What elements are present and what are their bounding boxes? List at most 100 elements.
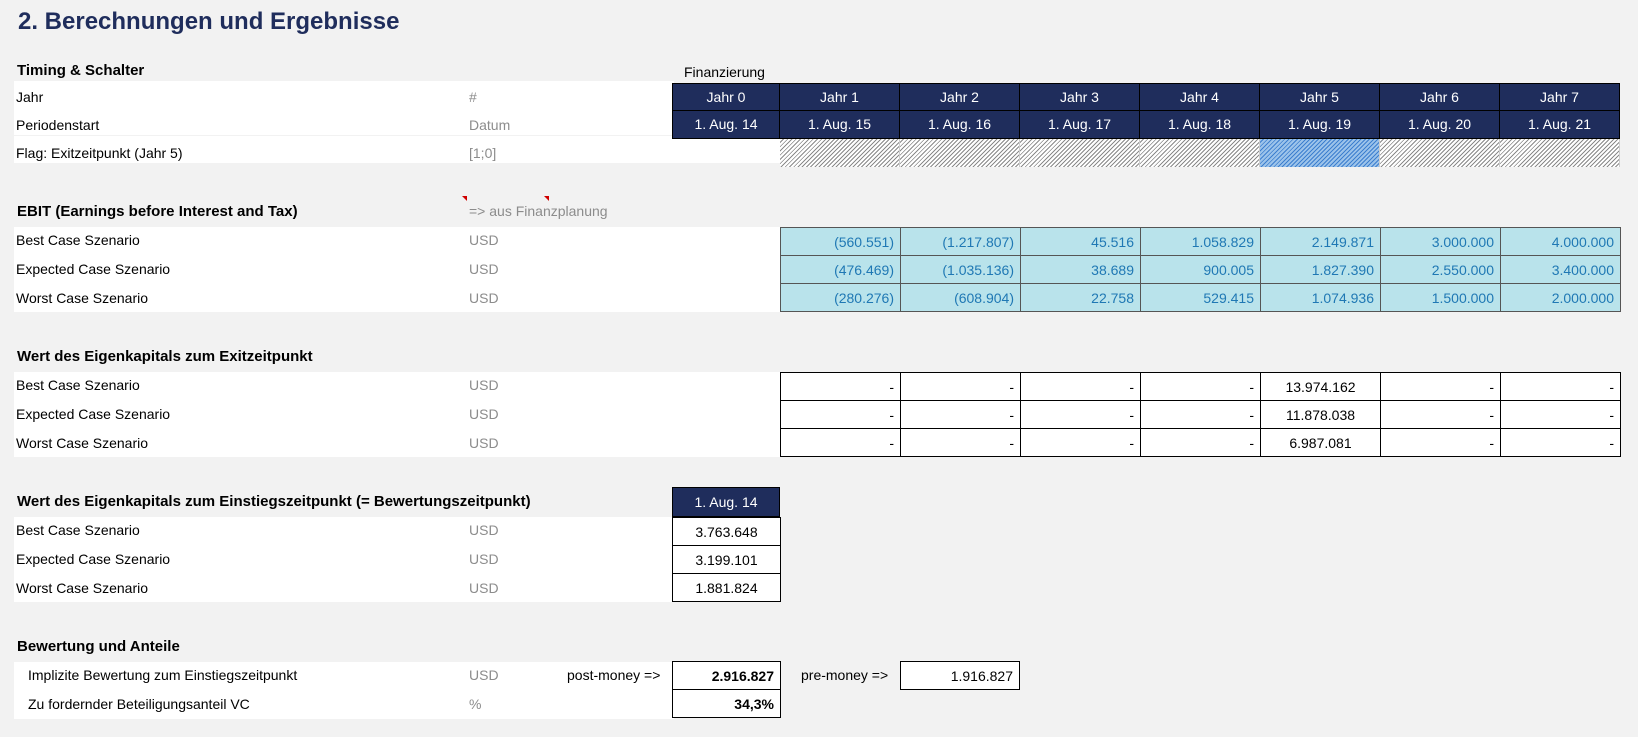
exit-expected-cell-1[interactable]: - [780,400,901,429]
exit-unit-best: USD [469,377,499,393]
section-timing-title: Timing & Schalter [17,62,145,79]
vc-share-label: Zu fordernder Beteiligungsanteil VC [28,696,250,712]
year-header-3[interactable]: Jahr 3 [1020,83,1140,111]
date-header-5[interactable]: 1. Aug. 19 [1260,111,1380,139]
comment-indicator-icon[interactable] [462,196,467,201]
exit-flag-cell-1[interactable] [780,139,900,167]
year-header-1[interactable]: Jahr 1 [780,83,900,111]
row-label-jahr: Jahr [16,89,44,105]
exit-expected-cell-2[interactable]: - [900,400,1021,429]
entry-label-expected: Expected Case Szenario [16,551,171,567]
exit-best-cell-3[interactable]: - [1020,372,1141,401]
vc-share-unit: % [469,696,482,712]
pre-money-label: pre-money => [801,667,889,683]
exit-flag-cell-6[interactable] [1380,139,1500,167]
entry-date-header[interactable]: 1. Aug. 14 [672,487,780,517]
row-band [14,227,780,312]
exit-worst-cell-4[interactable]: - [1140,428,1261,457]
finanzierung-label: Finanzierung [684,64,765,80]
entry-expected-cell[interactable]: 3.199.101 [672,545,781,574]
ebit-best-cell-5[interactable]: 2.149.871 [1260,227,1381,256]
row-unit-exit-flag: [1;0] [469,145,497,161]
entry-unit-worst: USD [469,580,499,596]
ebit-best-cell-7[interactable]: 4.000.000 [1500,227,1621,256]
ebit-best-cell-4[interactable]: 1.058.829 [1140,227,1261,256]
row-label-periodenstart: Periodenstart [16,117,100,133]
section-valuation-title: Bewertung und Anteile [17,638,180,655]
ebit-worst-cell-7[interactable]: 2.000.000 [1500,283,1621,312]
date-header-4[interactable]: 1. Aug. 18 [1140,111,1260,139]
exit-best-cell-6[interactable]: - [1380,372,1501,401]
exit-flag-cell-4[interactable] [1140,139,1260,167]
exit-best-cell-1[interactable]: - [780,372,901,401]
ebit-expected-cell-2[interactable]: (1.035.136) [900,255,1021,284]
page-title: 2. Berechnungen und Ergebnisse [18,8,400,35]
section-ebit-title: EBIT (Earnings before Interest and Tax) [17,203,298,220]
year-header-5[interactable]: Jahr 5 [1260,83,1380,111]
comment-indicator-icon[interactable] [544,196,549,201]
ebit-worst-cell-3[interactable]: 22.758 [1020,283,1141,312]
year-header-7[interactable]: Jahr 7 [1500,83,1620,111]
year-header-6[interactable]: Jahr 6 [1380,83,1500,111]
ebit-label-worst: Worst Case Szenario [16,290,149,306]
implied-valuation-label: Implizite Bewertung zum Einstiegszeitpun… [28,667,298,683]
ebit-best-cell-3[interactable]: 45.516 [1020,227,1141,256]
ebit-best-cell-1[interactable]: (560.551) [780,227,901,256]
row-band [14,517,674,602]
post-money-value[interactable]: 2.916.827 [672,661,781,690]
vc-share-value[interactable]: 34,3% [672,689,781,718]
ebit-worst-cell-6[interactable]: 1.500.000 [1380,283,1501,312]
exit-flag-cell-2[interactable] [900,139,1020,167]
exit-expected-cell-6[interactable]: - [1380,400,1501,429]
ebit-expected-cell-4[interactable]: 900.005 [1140,255,1261,284]
ebit-best-cell-6[interactable]: 3.000.000 [1380,227,1501,256]
entry-worst-cell[interactable]: 1.881.824 [672,573,781,602]
exit-unit-expected: USD [469,406,499,422]
exit-expected-cell-5[interactable]: 11.878.038 [1260,400,1381,429]
ebit-expected-cell-3[interactable]: 38.689 [1020,255,1141,284]
exit-worst-cell-1[interactable]: - [780,428,901,457]
date-header-1[interactable]: 1. Aug. 15 [780,111,900,139]
exit-best-cell-4[interactable]: - [1140,372,1261,401]
entry-best-cell[interactable]: 3.763.648 [672,517,781,546]
exit-worst-cell-5[interactable]: 6.987.081 [1260,428,1381,457]
ebit-expected-cell-6[interactable]: 2.550.000 [1380,255,1501,284]
ebit-expected-cell-5[interactable]: 1.827.390 [1260,255,1381,284]
date-header-6[interactable]: 1. Aug. 20 [1380,111,1500,139]
section-entry-value-title: Wert des Eigenkapitals zum Einstiegszeit… [17,493,531,510]
ebit-worst-cell-1[interactable]: (280.276) [780,283,901,312]
exit-expected-cell-4[interactable]: - [1140,400,1261,429]
exit-flag-cell-7[interactable] [1500,139,1620,167]
date-header-0[interactable]: 1. Aug. 14 [672,111,780,139]
date-header-2[interactable]: 1. Aug. 16 [900,111,1020,139]
date-header-3[interactable]: 1. Aug. 17 [1020,111,1140,139]
exit-flag-cell-5-active[interactable] [1260,139,1380,167]
exit-worst-cell-7[interactable]: - [1500,428,1621,457]
exit-label-best: Best Case Szenario [16,377,140,393]
row-unit-periodenstart: Datum [469,117,511,133]
ebit-label-expected: Expected Case Szenario [16,261,171,277]
ebit-best-cell-2[interactable]: (1.217.807) [900,227,1021,256]
exit-best-cell-7[interactable]: - [1500,372,1621,401]
year-header-0[interactable]: Jahr 0 [672,83,780,111]
exit-unit-worst: USD [469,435,499,451]
exit-expected-cell-3[interactable]: - [1020,400,1141,429]
exit-worst-cell-2[interactable]: - [900,428,1021,457]
exit-worst-cell-3[interactable]: - [1020,428,1141,457]
exit-expected-cell-7[interactable]: - [1500,400,1621,429]
row-label-exit-flag: Flag: Exitzeitpunkt (Jahr 5) [16,145,183,161]
pre-money-value[interactable]: 1.916.827 [900,661,1020,690]
exit-best-cell-2[interactable]: - [900,372,1021,401]
exit-best-cell-5[interactable]: 13.974.162 [1260,372,1381,401]
section-exit-value-title: Wert des Eigenkapitals zum Exitzeitpunkt [17,348,313,365]
exit-worst-cell-6[interactable]: - [1380,428,1501,457]
ebit-worst-cell-5[interactable]: 1.074.936 [1260,283,1381,312]
ebit-expected-cell-7[interactable]: 3.400.000 [1500,255,1621,284]
ebit-expected-cell-1[interactable]: (476.469) [780,255,901,284]
exit-flag-cell-3[interactable] [1020,139,1140,167]
year-header-2[interactable]: Jahr 2 [900,83,1020,111]
ebit-worst-cell-2[interactable]: (608.904) [900,283,1021,312]
year-header-4[interactable]: Jahr 4 [1140,83,1260,111]
ebit-worst-cell-4[interactable]: 529.415 [1140,283,1261,312]
date-header-7[interactable]: 1. Aug. 21 [1500,111,1620,139]
